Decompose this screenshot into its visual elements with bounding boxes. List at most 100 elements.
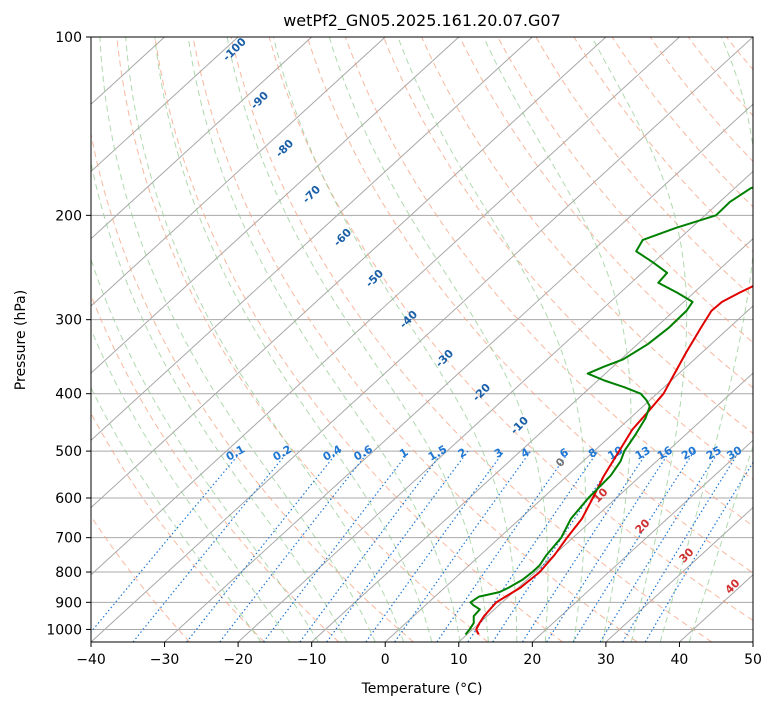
dewpoint-profile [464, 186, 753, 636]
dry-adiabat-line [649, 37, 753, 163]
mixing-ratio-line [521, 450, 649, 642]
moist-adiabat-line [91, 386, 262, 642]
height-label: -10 [508, 414, 531, 437]
height-label: -100 [220, 35, 249, 64]
isotherm-line [752, 641, 753, 642]
moist-adiabat-line [99, 37, 376, 642]
dry-adiabat-line [535, 37, 753, 298]
x-tick-label: −10 [297, 652, 327, 668]
x-tick-label: 40 [671, 652, 689, 668]
mixing-ratio-label: 13 [633, 444, 653, 463]
dry-adiabat-label: 40 [723, 576, 743, 596]
mixing-ratio-line [546, 450, 671, 642]
chart-title: wetPf2_GN05.2025.161.20.07.G07 [283, 11, 561, 31]
moist-adiabat-line [688, 444, 753, 642]
isotherm-line [91, 37, 533, 442]
mixing-ratio-line [599, 450, 720, 642]
mixing-ratio-label: 20 [679, 444, 699, 463]
mixing-ratio-line [186, 450, 339, 642]
mixing-ratio-line [326, 450, 469, 642]
mixing-ratio-label: 4 [519, 445, 532, 460]
dry-adiabat-line [497, 37, 753, 344]
dry-adiabat-line [459, 37, 753, 389]
dry-adiabat-line [726, 37, 753, 71]
background-lines [91, 37, 775, 642]
x-tick-label: 20 [523, 652, 541, 668]
dry-adiabat-line [192, 37, 638, 642]
isotherm-line [91, 37, 313, 240]
x-axis-ticks: −40 −30 −20 −10 0 10 20 30 40 50 [76, 642, 762, 668]
isotherm-line [91, 37, 239, 173]
isotherm-line [91, 37, 680, 576]
moist-adiabat-line [483, 37, 632, 642]
mixing-ratio-line [263, 450, 410, 642]
isotherm-line [91, 37, 386, 307]
moist-adiabat-line [91, 328, 291, 642]
moist-adiabat-line [328, 37, 549, 642]
y-tick-label: 900 [55, 595, 82, 611]
isotherm-line [458, 372, 753, 642]
dry-adiabat-line [306, 37, 753, 574]
mixing-ratio-line [132, 450, 289, 642]
isotherm-line [311, 237, 753, 642]
y-tick-label: 100 [55, 30, 82, 46]
mixing-ratio-label: 0.1 [224, 443, 247, 464]
moist-adiabat-line [272, 37, 518, 642]
isotherm-line [164, 103, 753, 642]
mixing-ratio-line [91, 450, 242, 633]
mixing-ratio-line [219, 450, 370, 642]
mixing-ratio-label: 30 [724, 444, 744, 463]
moist-adiabat-line [91, 257, 319, 642]
y-tick-label: 400 [55, 387, 82, 403]
height-label: -40 [397, 308, 420, 331]
isotherm-line [384, 305, 753, 642]
dry-adiabat-line [765, 37, 775, 642]
isotherm-line [91, 37, 607, 509]
y-axis-label: Pressure (hPa) [13, 290, 29, 390]
y-tick-label: 200 [55, 208, 82, 224]
isotherm-line [91, 37, 753, 642]
height-label: -70 [300, 183, 323, 206]
dry-adiabat-label: 30 [677, 545, 697, 565]
mixing-ratio-line [394, 450, 532, 642]
x-tick-label: 50 [744, 652, 762, 668]
dry-adiabat-line [421, 37, 753, 435]
height-label: -50 [363, 267, 386, 290]
dry-adiabat-line [91, 293, 340, 642]
moist-adiabat-line [154, 37, 433, 642]
y-tick-label: 700 [55, 531, 82, 547]
moist-adiabat-line [659, 37, 753, 642]
x-tick-label: 30 [597, 652, 615, 668]
dry-adiabat-line [573, 37, 753, 253]
profile-series [464, 186, 753, 636]
dry-adiabat-line [91, 412, 265, 642]
y-axis-ticks: 100 200 300 400 500 600 700 800 900 1000 [46, 30, 91, 638]
moist-adiabat-line [591, 37, 688, 642]
mixing-ratio-label: 1.5 [426, 443, 449, 464]
mixing-ratio-label: 25 [704, 444, 724, 463]
mixing-ratio-label: 0.2 [271, 443, 294, 464]
dry-adiabat-line [687, 37, 753, 117]
mixing-ratio-label: 0.6 [351, 442, 375, 463]
moist-adiabat-line [397, 37, 586, 642]
height-label: -60 [331, 226, 354, 249]
isotherm-line [237, 170, 753, 642]
plot-frame [90, 36, 754, 643]
mixing-ratio-label: 0.4 [321, 442, 345, 463]
moist-adiabat-line [226, 37, 489, 642]
height-label: -80 [273, 137, 296, 160]
moist-adiabat-line [91, 160, 348, 642]
mixing-ratio-line [436, 450, 570, 642]
dry-adiabat-line [230, 37, 713, 642]
mixing-ratio-line [365, 450, 505, 642]
y-tick-label: 1000 [46, 622, 82, 638]
dry-adiabat-line [91, 131, 414, 642]
isotherm-line [605, 506, 753, 642]
x-tick-label: −20 [223, 652, 253, 668]
mixing-ratio-line [572, 450, 695, 642]
dry-adiabat-line [268, 37, 753, 622]
temperature-profile [475, 284, 753, 635]
y-tick-label: 800 [55, 565, 82, 581]
height-label: -20 [470, 381, 493, 404]
